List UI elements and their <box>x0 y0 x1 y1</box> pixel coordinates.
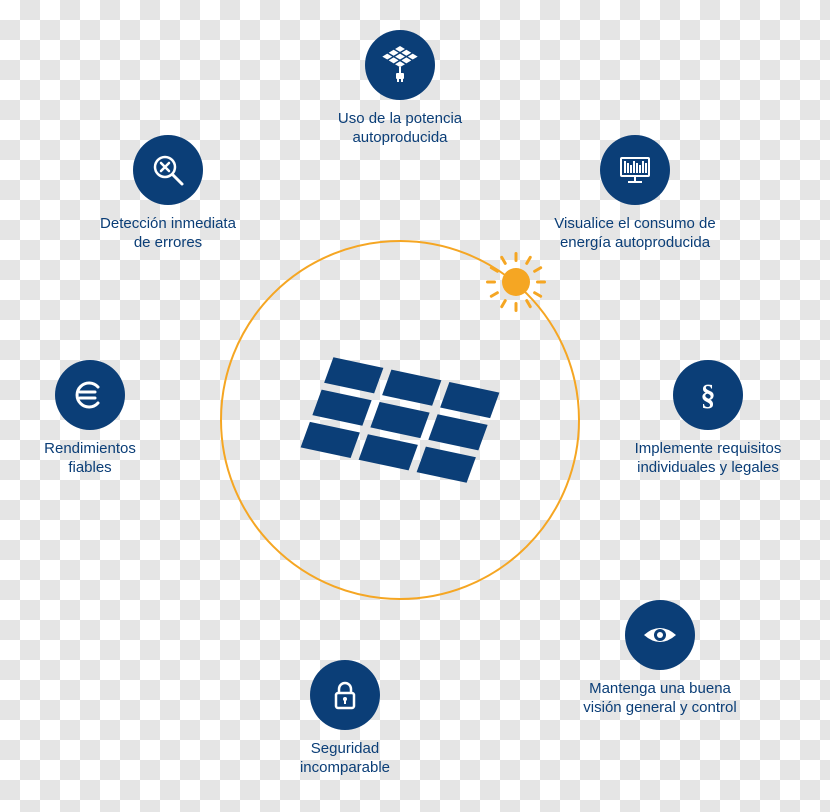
section-sign-icon: § <box>673 360 743 430</box>
sun-ray <box>489 266 499 274</box>
feature-power: Uso de la potencia autoproducida <box>305 30 495 148</box>
sun-ray <box>489 291 499 299</box>
feature-visualize: Visualice el consumo de energía autoprod… <box>540 135 730 253</box>
lock-icon <box>310 660 380 730</box>
infographic-canvas: Uso de la potencia autoproducida Detecci… <box>0 0 830 812</box>
feature-label: Mantenga una buena visión general y cont… <box>565 680 755 718</box>
panel-tile <box>312 390 371 426</box>
sun-ray <box>514 252 517 262</box>
eye-icon <box>625 600 695 670</box>
feature-label: Rendimientos fiables <box>0 440 185 478</box>
feature-errors: Detección inmediata de errores <box>73 135 263 253</box>
euro-icon <box>55 360 125 430</box>
panel-tile <box>428 414 487 450</box>
feature-label: Visualice el consumo de energía autoprod… <box>540 215 730 253</box>
sun-ray <box>536 281 546 284</box>
solar-plug-icon <box>365 30 435 100</box>
sun-ray <box>524 299 532 309</box>
feature-label: Seguridad incomparable <box>250 740 440 778</box>
sun-icon <box>486 252 546 312</box>
sun-ray <box>514 302 517 312</box>
feature-yields: Rendimientos fiables <box>0 360 185 478</box>
sun-ray <box>499 299 507 309</box>
feature-security: Seguridad incomparable <box>250 660 440 778</box>
sun-ray <box>524 255 532 265</box>
feature-label: Detección inmediata de errores <box>73 215 263 253</box>
monitor-chart-icon <box>600 135 670 205</box>
feature-legal: § Implemente requisitos individuales y l… <box>613 360 803 478</box>
feature-overview: Mantenga una buena visión general y cont… <box>565 600 755 718</box>
sun-ray <box>499 255 507 265</box>
feature-label: Implemente requisitos individuales y leg… <box>613 440 803 478</box>
sun-ray <box>532 291 542 299</box>
svg-text:§: § <box>701 379 716 412</box>
sun-ray <box>532 266 542 274</box>
sun-ray <box>486 281 496 284</box>
sun-core <box>502 268 530 296</box>
magnifier-x-icon <box>133 135 203 205</box>
feature-label: Uso de la potencia autoproducida <box>305 110 495 148</box>
panel-tile <box>370 402 429 438</box>
